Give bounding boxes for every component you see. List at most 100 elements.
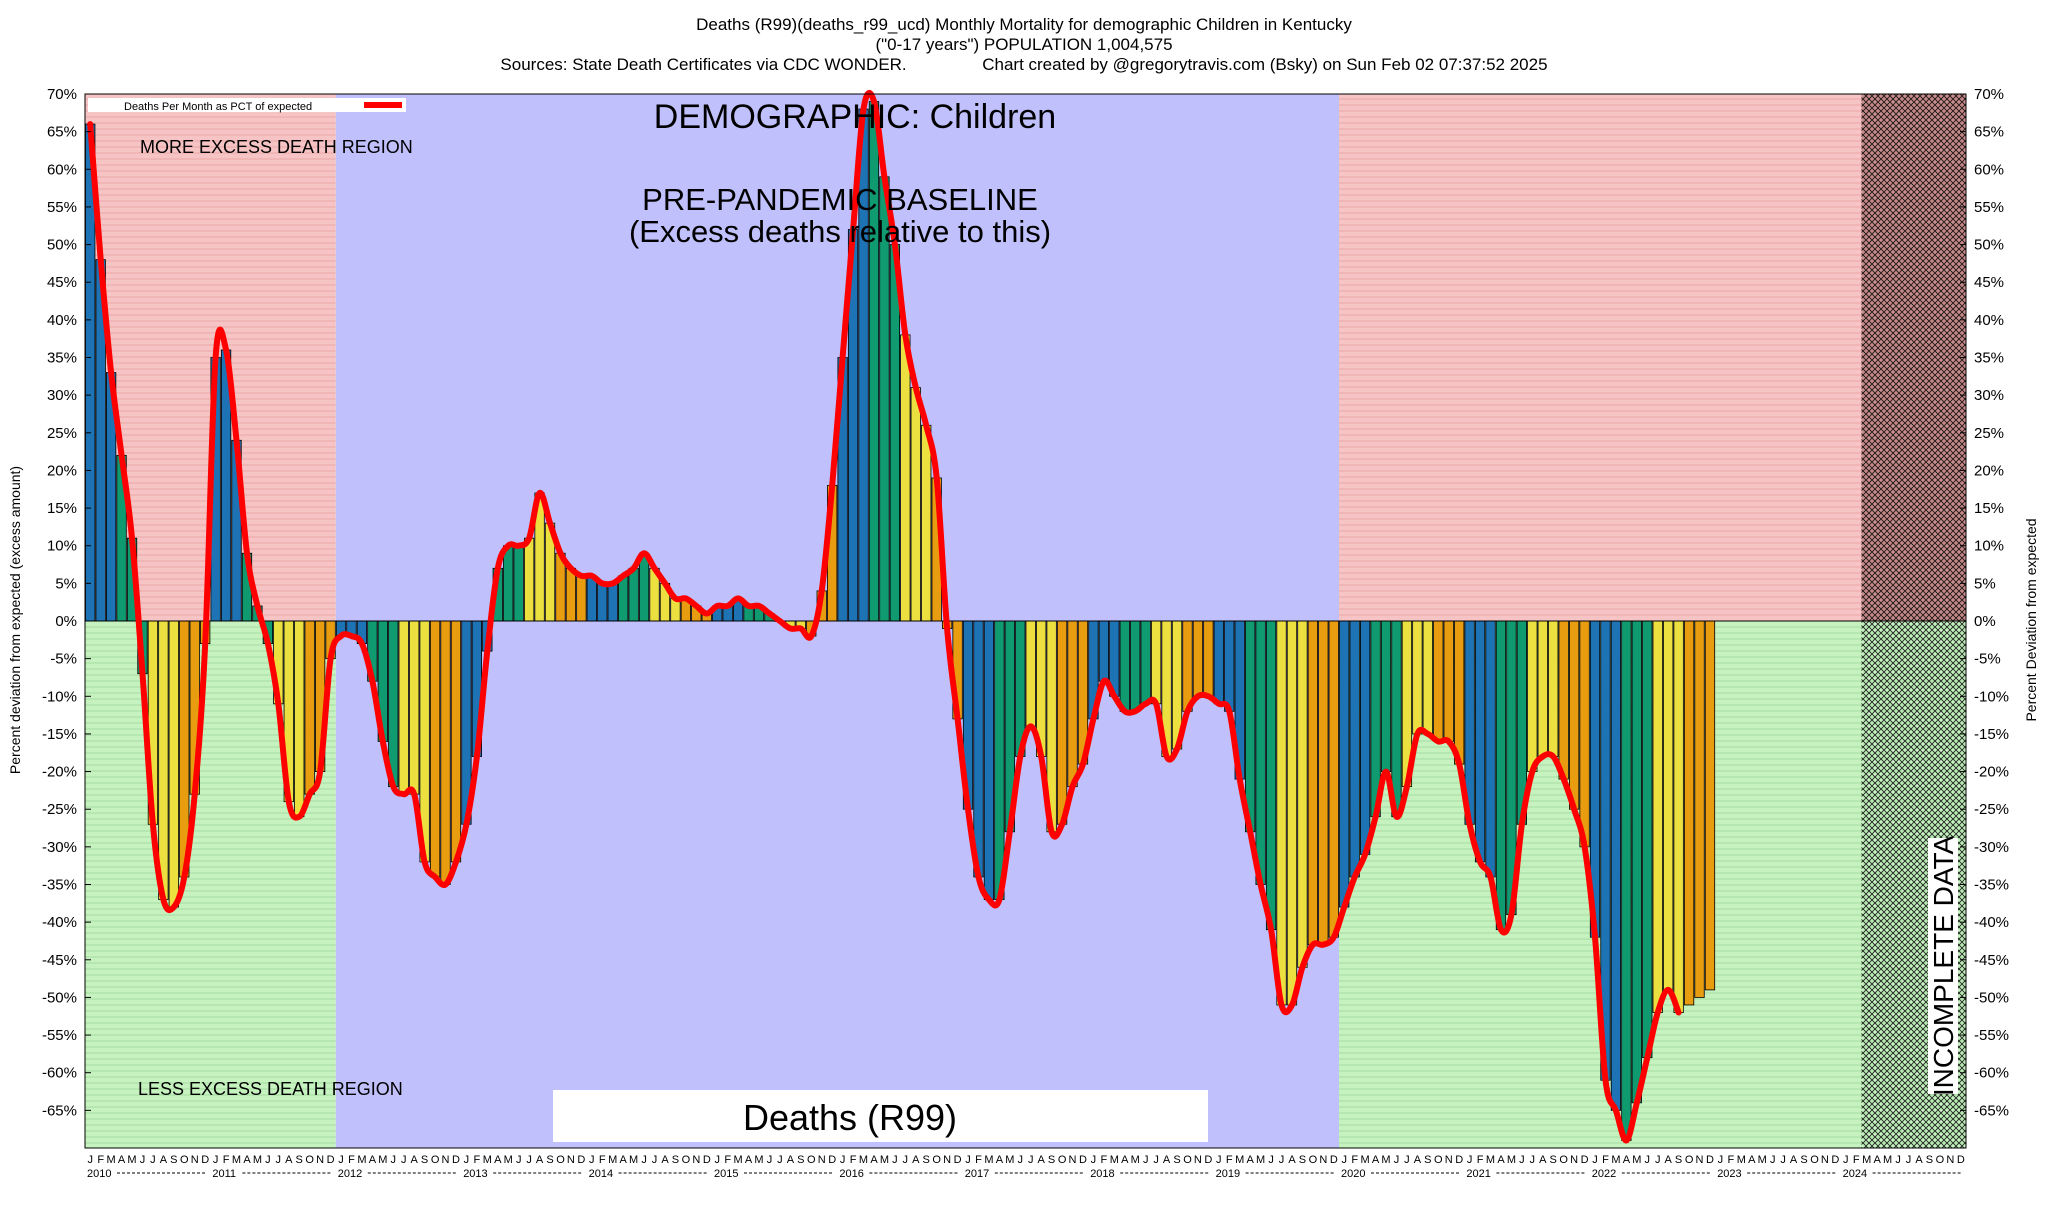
x-month-label: A <box>1497 1154 1505 1166</box>
x-month-label: M <box>1131 1154 1140 1166</box>
x-month-label: J <box>1718 1154 1724 1166</box>
bar <box>1569 620 1580 810</box>
y-tick-label-left: 70% <box>47 86 77 103</box>
y-tick-label-right: 5% <box>1974 575 1996 592</box>
y-tick-label-right: -40% <box>1974 914 2009 931</box>
bar <box>1098 620 1110 682</box>
x-month-label: A <box>1163 1154 1171 1166</box>
bar <box>1663 620 1674 991</box>
y-tick-label-right: 20% <box>1974 462 2004 479</box>
x-month-label: F <box>474 1154 481 1166</box>
x-month-label: J <box>1268 1154 1274 1166</box>
x-month-label: A <box>996 1154 1004 1166</box>
x-month-label: O <box>1936 1154 1945 1166</box>
y-tick-label-right: -50% <box>1974 989 2009 1006</box>
x-month-label: A <box>1623 1154 1631 1166</box>
x-month-label: O <box>1434 1154 1443 1166</box>
x-month-label: S <box>1173 1154 1180 1166</box>
x-month-label: M <box>127 1154 136 1166</box>
bar <box>973 620 984 878</box>
x-month-label: F <box>599 1154 606 1166</box>
x-year-label: 2012 <box>338 1168 362 1180</box>
x-month-label: J <box>1404 1154 1410 1166</box>
x-month-label: J <box>265 1154 271 1166</box>
bar <box>1119 620 1130 712</box>
bar <box>1307 620 1319 946</box>
x-month-label: M <box>1507 1154 1516 1166</box>
x-month-label: N <box>1946 1154 1954 1166</box>
x-month-label: O <box>556 1154 565 1166</box>
bar <box>398 620 409 795</box>
annotation-more-excess: MORE EXCESS DEATH REGION <box>140 137 413 157</box>
bar <box>1537 620 1548 757</box>
x-month-label: A <box>745 1154 753 1166</box>
x-year-label: 2019 <box>1216 1168 1240 1180</box>
y-tick-label-left: 50% <box>47 237 77 254</box>
x-month-label: N <box>1821 1154 1829 1166</box>
bar <box>409 620 420 795</box>
x-year-label: 2022 <box>1592 1168 1616 1180</box>
x-month-label: O <box>431 1154 440 1166</box>
y-tick-label-right: -65% <box>1974 1102 2009 1119</box>
chart-source: Sources: State Death Certificates via CD… <box>500 55 1547 74</box>
bar <box>1579 620 1590 848</box>
x-month-label: J <box>892 1154 898 1166</box>
bar <box>1704 620 1716 991</box>
bar <box>638 552 650 622</box>
bar <box>1265 620 1277 931</box>
bar <box>1328 620 1339 938</box>
bar <box>1224 620 1235 712</box>
bar <box>900 334 911 622</box>
x-month-label: D <box>1581 1154 1589 1166</box>
x-month-label: A <box>1288 1154 1296 1166</box>
y-tick-label-left: 20% <box>47 462 77 479</box>
y-tick-label-right: 60% <box>1974 161 2004 178</box>
bar <box>1182 620 1193 712</box>
annotation-less-excess: LESS EXCESS DEATH REGION <box>138 1079 403 1099</box>
y-tick-label-left: -30% <box>42 839 77 856</box>
bar <box>1610 620 1622 1111</box>
x-month-label: J <box>1780 1154 1786 1166</box>
x-month-label: A <box>160 1154 168 1166</box>
y-tick-label-left: -65% <box>42 1102 77 1119</box>
x-month-label: J <box>1091 1154 1097 1166</box>
bar <box>868 101 880 622</box>
x-month-label: A <box>1372 1154 1380 1166</box>
x-month-label: A <box>912 1154 920 1166</box>
y-tick-label-right: 40% <box>1974 312 2004 329</box>
y-tick-label-left: -10% <box>42 688 77 705</box>
bar <box>628 567 639 622</box>
x-month-label: M <box>232 1154 241 1166</box>
y-tick-label-left: 45% <box>47 274 77 291</box>
x-month-label: N <box>1194 1154 1202 1166</box>
bar <box>1642 620 1653 1059</box>
x-month-label: J <box>1216 1154 1222 1166</box>
x-month-label: A <box>1414 1154 1422 1166</box>
x-month-label: S <box>1675 1154 1682 1166</box>
x-year-label: 2018 <box>1090 1168 1114 1180</box>
bar <box>450 620 462 863</box>
y-tick-label-left: -50% <box>42 989 77 1006</box>
x-month-label: S <box>296 1154 303 1166</box>
y-tick-label-left: 10% <box>47 538 77 555</box>
x-month-label: J <box>1770 1154 1776 1166</box>
y-tick-label-right: -30% <box>1974 839 2009 856</box>
bar <box>607 582 618 622</box>
x-year-label: 2014 <box>589 1168 613 1180</box>
bar <box>440 620 451 885</box>
x-month-label: J <box>464 1154 470 1166</box>
bar <box>513 545 524 622</box>
x-month-label: S <box>1550 1154 1557 1166</box>
x-month-label: D <box>1831 1154 1839 1166</box>
x-year-label: 2013 <box>463 1168 487 1180</box>
bar <box>1339 620 1350 908</box>
x-month-label: D <box>954 1154 962 1166</box>
less-excess-region-left <box>85 621 336 1148</box>
bar <box>1245 620 1256 833</box>
bar <box>1213 620 1224 705</box>
x-month-label: M <box>984 1154 993 1166</box>
x-month-label: J <box>1143 1154 1149 1166</box>
x-month-label: F <box>1853 1154 1860 1166</box>
cause-box-label: Deaths (R99) <box>743 1097 957 1138</box>
x-month-label: A <box>870 1154 878 1166</box>
